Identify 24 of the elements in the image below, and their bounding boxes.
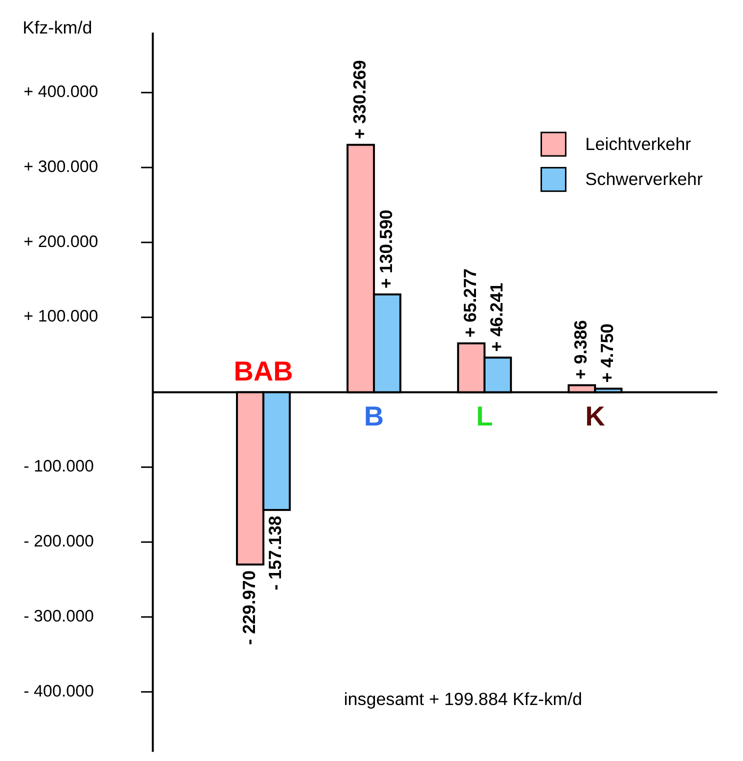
annotation: insgesamt + 199.884 Kfz-km/d — [344, 688, 582, 709]
y-tick-label: + 100.000 — [24, 306, 98, 326]
data-label: + 9.386 — [570, 320, 591, 380]
y-tick-label: + 200.000 — [24, 232, 98, 251]
y-tick-label: - 300.000 — [24, 606, 94, 626]
data-label: + 130.590 — [376, 210, 396, 289]
y-tick-label: + 400.000 — [24, 82, 98, 101]
data-label: + 4.750 — [596, 323, 617, 383]
data-label: - 229.970 — [238, 570, 259, 645]
data-label: - 157.138 — [265, 516, 286, 590]
data-label: + 46.241 — [486, 282, 506, 352]
legend-label: Leichtverkehr — [585, 134, 692, 154]
y-tick-label: - 400.000 — [24, 681, 94, 700]
x-tick-label: B — [364, 400, 384, 432]
data-label: + 330.269 — [349, 60, 370, 139]
x-tick-label: BAB — [234, 356, 294, 386]
y-axis-title: Kfz-km/d — [22, 18, 92, 38]
x-tick-label: K — [585, 400, 606, 432]
y-tick-label: - 200.000 — [24, 531, 94, 550]
legend-label: Schwerverkehr — [585, 169, 703, 190]
y-tick-label: + 300.000 — [24, 156, 98, 176]
x-tick-label: L — [476, 400, 493, 432]
y-tick-label: - 100.000 — [24, 456, 94, 476]
data-label: + 65.277 — [460, 268, 480, 338]
